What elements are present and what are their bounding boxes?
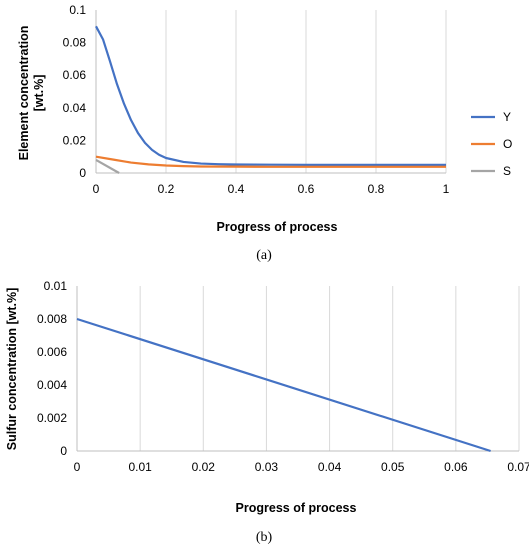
chart-a-gridlines <box>165 10 447 173</box>
chart-a-y-tick-label: 0.08 <box>63 36 87 50</box>
chart-a-legend: YOS <box>471 110 512 178</box>
chart-a-y-tick-labels: 0 0.02 0.04 0.06 0.08 0.1 <box>63 3 87 180</box>
chart-a-x-tick-label: 0.8 <box>368 182 385 196</box>
chart-b-y-tick-labels: 0 0.002 0.004 0.006 0.008 0.01 <box>37 279 67 458</box>
chart-a-y-tick-label: 0.04 <box>63 101 87 115</box>
chart-a-series-line-o <box>95 155 446 168</box>
chart-b-series-line <box>76 317 491 453</box>
chart-b-xlabel: Progress of process <box>236 501 357 515</box>
chart-b-x-tick-label: 0.06 <box>444 460 468 474</box>
chart-a-x-tick-labels: 0 0.2 0.4 0.6 0.8 1 <box>93 182 450 196</box>
chart-a-series-line-s <box>95 159 120 174</box>
chart-a-series-line-y <box>95 25 446 166</box>
chart-b-series <box>76 317 491 453</box>
chart-b-x-tick-label: 0.04 <box>318 460 342 474</box>
chart-a-x-tick-label: 0.4 <box>228 182 245 196</box>
panel-label-a: (a) <box>256 248 272 263</box>
chart-b-y-tick-label: 0 <box>60 444 67 458</box>
chart-b-y-tick-label: 0.01 <box>44 279 68 293</box>
chart-a-x-tick-label: 0.6 <box>298 182 315 196</box>
chart-a-ylabel-line-2: [wt.%] <box>32 75 46 112</box>
chart-a-x-tick-label: 1 <box>443 182 450 196</box>
chart-a-y-tick-label: 0.06 <box>63 68 87 82</box>
chart-a-series <box>95 25 446 174</box>
chart-b-gridlines <box>139 286 520 451</box>
chart-b-ylabel: Sulfur concentration [wt.%] <box>5 288 19 451</box>
legend-label-s: S <box>503 164 511 178</box>
panel-label-b: (b) <box>256 530 273 545</box>
chart-a-x-tick-label: 0 <box>93 182 100 196</box>
chart-a-xlabel: Progress of process <box>217 220 338 234</box>
chart-a-ylabel-line-1: Element concentration <box>17 26 31 161</box>
chart-b-x-tick-label: 0.01 <box>128 460 152 474</box>
chart-a-y-tick-label: 0.02 <box>63 133 87 147</box>
chart-b-x-tick-label: 0 <box>74 460 81 474</box>
chart-b-x-tick-labels: 0 0.01 0.02 0.03 0.04 0.05 0.06 0.07 <box>74 460 529 474</box>
legend-label-y: Y <box>503 110 511 124</box>
chart-a-axes <box>95 10 446 174</box>
chart-b-x-tick-label: 0.02 <box>192 460 216 474</box>
chart-a-y-tick-label: 0 <box>79 166 86 180</box>
chart-b-y-tick-label: 0.004 <box>37 378 67 392</box>
chart-b-axes <box>76 286 519 452</box>
chart-b-y-tick-label: 0.006 <box>37 345 67 359</box>
chart-b-x-tick-label: 0.07 <box>507 460 529 474</box>
chart-b-x-tick-label: 0.03 <box>255 460 279 474</box>
chart-b-y-tick-label: 0.008 <box>37 312 67 326</box>
chart-panel-a: 00.020.040.060.080.1 0 0.2 0.4 0.6 0.8 1 YOS … <box>17 3 512 263</box>
chart-a-x-tick-label: 0.2 <box>158 182 175 196</box>
chart-b-y-tick-label: 0.002 <box>37 411 67 425</box>
chart-a-y-tick-label: 0.1 <box>69 3 86 17</box>
chart-b-x-tick-label: 0.05 <box>381 460 405 474</box>
legend-label-o: O <box>503 137 512 151</box>
